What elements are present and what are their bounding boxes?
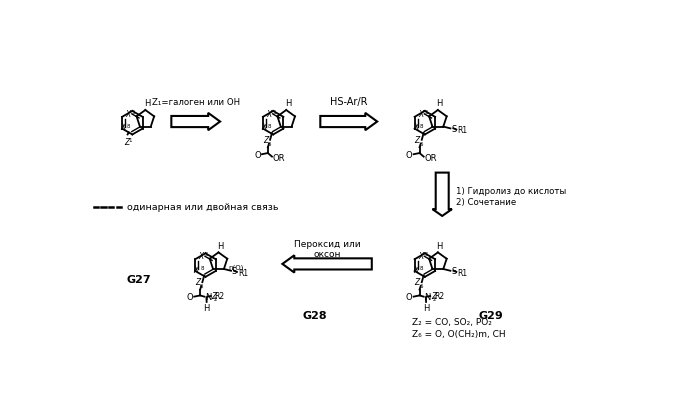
Text: O: O bbox=[406, 292, 412, 302]
Text: O: O bbox=[254, 150, 261, 159]
Text: X: X bbox=[261, 123, 266, 132]
Text: 8: 8 bbox=[419, 266, 423, 271]
Text: Z: Z bbox=[124, 138, 129, 146]
Polygon shape bbox=[171, 113, 220, 131]
Text: X: X bbox=[413, 265, 418, 274]
Text: X: X bbox=[194, 265, 199, 274]
Text: одинарная или двойная связь: одинарная или двойная связь bbox=[127, 203, 278, 212]
Text: Z₂ = CO, SO₂, PO₂: Z₂ = CO, SO₂, PO₂ bbox=[412, 317, 492, 326]
Text: 1) Гидролиз до кислоты: 1) Гидролиз до кислоты bbox=[456, 186, 566, 196]
Text: 5: 5 bbox=[131, 109, 135, 115]
Polygon shape bbox=[320, 113, 377, 131]
Text: 6: 6 bbox=[200, 284, 203, 288]
Text: X: X bbox=[413, 123, 418, 132]
Text: 1: 1 bbox=[128, 138, 131, 142]
Text: R1: R1 bbox=[238, 268, 248, 277]
Text: Z: Z bbox=[415, 278, 420, 287]
Text: Z: Z bbox=[431, 291, 436, 300]
Text: 6: 6 bbox=[419, 141, 423, 146]
Text: Z₁=галоген или OH: Z₁=галоген или OH bbox=[152, 98, 240, 107]
Text: H: H bbox=[423, 303, 429, 312]
Text: H: H bbox=[217, 241, 224, 250]
Text: Z: Z bbox=[211, 291, 217, 300]
Text: OR: OR bbox=[424, 154, 437, 163]
Text: X: X bbox=[120, 123, 126, 132]
Text: H: H bbox=[436, 241, 443, 250]
Text: H: H bbox=[436, 99, 443, 108]
Text: 8: 8 bbox=[268, 124, 271, 129]
Text: S: S bbox=[452, 125, 456, 134]
Text: 8: 8 bbox=[419, 124, 423, 129]
Text: 5: 5 bbox=[205, 252, 208, 257]
Text: оксон: оксон bbox=[313, 249, 341, 259]
Text: N: N bbox=[205, 292, 211, 302]
Text: OR: OR bbox=[273, 154, 285, 163]
Text: G29: G29 bbox=[478, 310, 503, 320]
Text: R1: R1 bbox=[458, 126, 468, 135]
Text: Z: Z bbox=[263, 136, 268, 145]
Text: O: O bbox=[406, 150, 412, 159]
Text: 5: 5 bbox=[273, 109, 276, 115]
Text: X: X bbox=[199, 251, 203, 260]
Text: n(O): n(O) bbox=[229, 264, 244, 270]
Polygon shape bbox=[433, 173, 452, 217]
Text: G27: G27 bbox=[127, 275, 151, 285]
Text: R1: R1 bbox=[458, 268, 468, 277]
Text: Z₆ = O, O(CH₂)m, CH: Z₆ = O, O(CH₂)m, CH bbox=[412, 329, 506, 338]
Text: R2: R2 bbox=[434, 291, 445, 300]
Text: H: H bbox=[144, 99, 150, 108]
Text: 2: 2 bbox=[213, 296, 217, 302]
Text: X: X bbox=[125, 109, 131, 118]
Text: X: X bbox=[418, 251, 423, 260]
Text: S: S bbox=[232, 267, 237, 275]
Text: 6: 6 bbox=[419, 284, 423, 288]
Text: 5: 5 bbox=[424, 252, 428, 257]
Text: X: X bbox=[266, 109, 271, 118]
Text: Пероксид или: Пероксид или bbox=[294, 240, 361, 249]
Text: R2: R2 bbox=[215, 291, 225, 300]
Text: 8: 8 bbox=[200, 266, 203, 271]
Text: G28: G28 bbox=[303, 310, 328, 320]
Text: S: S bbox=[452, 267, 456, 275]
Text: 8: 8 bbox=[127, 124, 131, 129]
Text: 6: 6 bbox=[268, 141, 271, 146]
Polygon shape bbox=[282, 255, 372, 273]
Text: 2) Сочетание: 2) Сочетание bbox=[456, 197, 516, 206]
Text: 5: 5 bbox=[424, 109, 428, 115]
Text: Z: Z bbox=[195, 278, 201, 287]
Text: H: H bbox=[203, 303, 210, 312]
Text: Z: Z bbox=[415, 136, 420, 145]
Text: X: X bbox=[418, 109, 423, 118]
Text: O: O bbox=[187, 292, 193, 302]
Text: HS-Ar/R: HS-Ar/R bbox=[330, 97, 368, 107]
Text: 2: 2 bbox=[433, 296, 436, 302]
Text: N: N bbox=[424, 292, 431, 302]
Text: H: H bbox=[284, 99, 291, 108]
